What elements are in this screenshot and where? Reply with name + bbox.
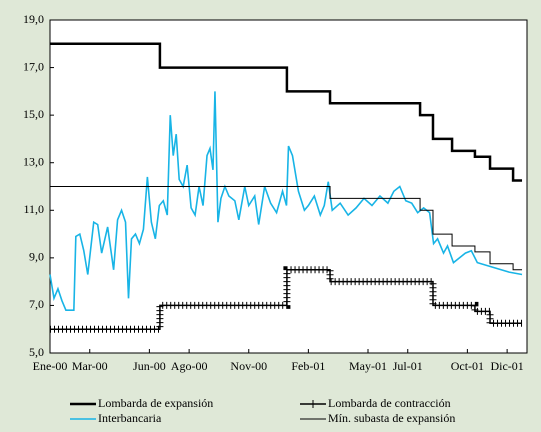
series-line (50, 42, 523, 182)
series-line (50, 186, 523, 271)
series-line (49, 91, 523, 311)
y-tick-label: 11,0 (23, 202, 44, 216)
legend-label: Interbancaria (98, 411, 162, 425)
y-tick-label: 13,0 (23, 154, 44, 168)
legend-label: Lombarda de expansión (98, 396, 213, 410)
y-tick-label: 19,0 (23, 12, 44, 26)
x-tick-label: Dic-01 (490, 359, 523, 373)
legend-label: Lombarda de contracción (328, 396, 451, 410)
y-tick-label: 15,0 (23, 107, 44, 121)
y-tick-label: 7,0 (29, 297, 44, 311)
y-tick-label: 5,0 (29, 345, 44, 359)
x-tick-label: Jun-00 (133, 359, 166, 373)
y-tick-label: 17,0 (23, 59, 44, 73)
x-tick-label: Ene-00 (33, 359, 68, 373)
series-line (50, 269, 523, 330)
x-tick-label: Ago-00 (171, 359, 208, 373)
legend-label: Mín. subasta de expansión (328, 411, 455, 425)
x-tick-label: Oct-01 (451, 359, 484, 373)
x-tick-label: Jul-01 (393, 359, 423, 373)
x-tick-label: Nov-00 (230, 359, 267, 373)
y-tick-label: 9,0 (29, 250, 44, 264)
x-tick-label: May-01 (349, 359, 387, 373)
x-tick-label: Mar-00 (72, 359, 108, 373)
x-tick-label: Feb-01 (291, 359, 325, 373)
